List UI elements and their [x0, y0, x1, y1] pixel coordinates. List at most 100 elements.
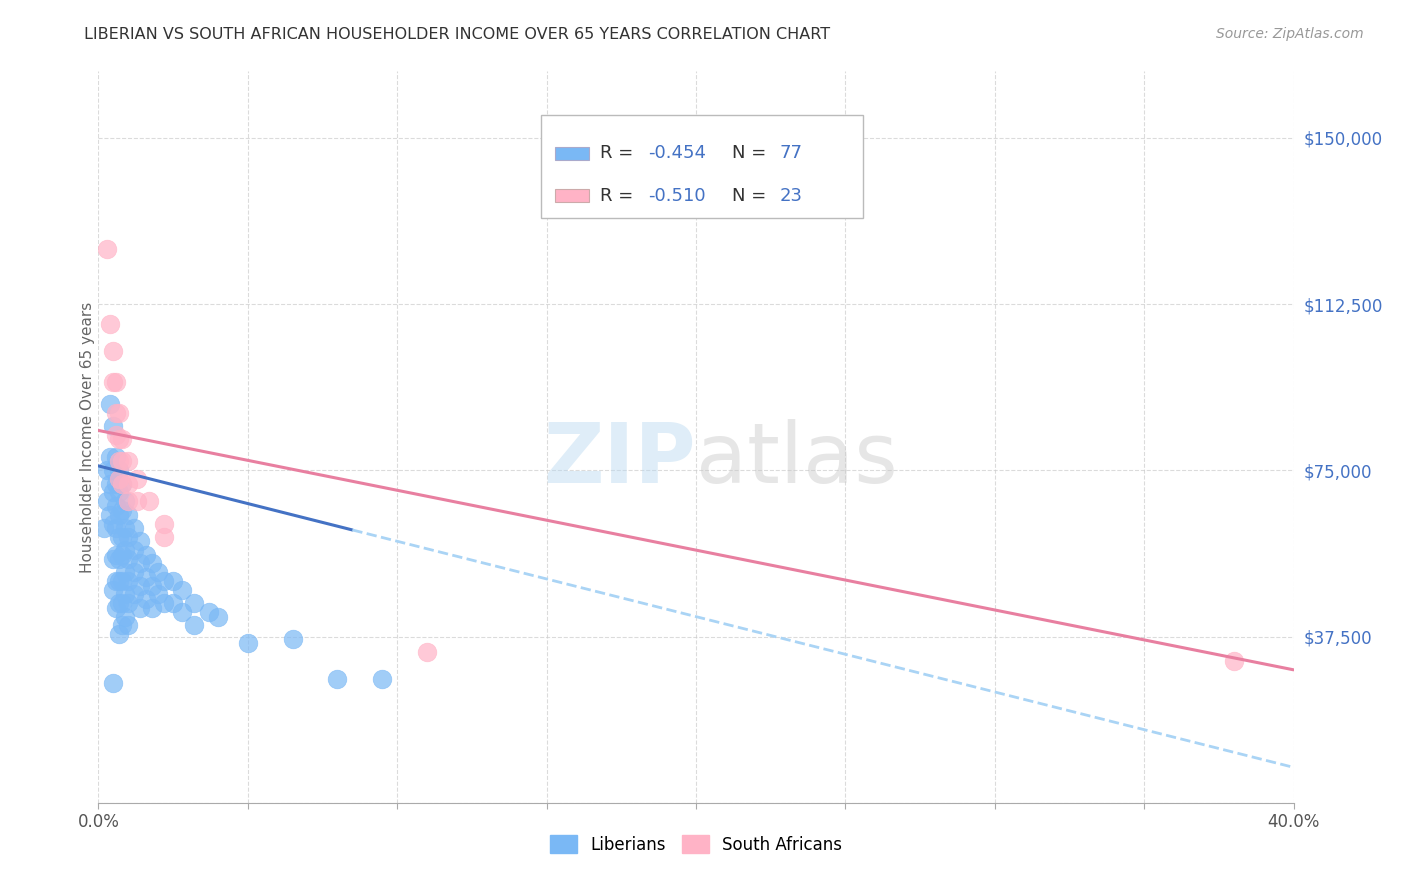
- Point: [117, 596, 139, 610]
- Point: [111, 432, 134, 446]
- Point: [153, 530, 176, 544]
- Point: [162, 596, 184, 610]
- Text: R =: R =: [600, 145, 640, 162]
- Point: [105, 600, 128, 615]
- Point: [172, 605, 194, 619]
- Point: [93, 521, 115, 535]
- Text: N =: N =: [733, 145, 772, 162]
- Point: [108, 454, 131, 468]
- Point: [105, 548, 128, 562]
- Text: R =: R =: [600, 186, 640, 204]
- Point: [236, 636, 259, 650]
- Point: [105, 428, 128, 442]
- Point: [105, 521, 128, 535]
- Point: [127, 494, 149, 508]
- Point: [117, 508, 139, 522]
- Legend: Liberians, South Africans: Liberians, South Africans: [543, 829, 849, 860]
- Point: [117, 618, 139, 632]
- Point: [96, 494, 118, 508]
- Bar: [541, 115, 863, 218]
- Point: [117, 530, 139, 544]
- Point: [108, 463, 131, 477]
- Text: N =: N =: [733, 186, 772, 204]
- Point: [114, 566, 136, 580]
- Bar: [555, 146, 589, 160]
- Point: [129, 534, 152, 549]
- Point: [111, 548, 134, 562]
- Point: [153, 516, 176, 531]
- Point: [111, 530, 134, 544]
- Text: -0.510: -0.510: [648, 186, 706, 204]
- Point: [114, 587, 136, 601]
- Point: [111, 454, 134, 468]
- Text: LIBERIAN VS SOUTH AFRICAN HOUSEHOLDER INCOME OVER 65 YEARS CORRELATION CHART: LIBERIAN VS SOUTH AFRICAN HOUSEHOLDER IN…: [84, 27, 831, 42]
- Text: -0.454: -0.454: [648, 145, 706, 162]
- Point: [326, 672, 349, 686]
- Point: [103, 463, 125, 477]
- Point: [114, 521, 136, 535]
- Point: [98, 508, 122, 522]
- Point: [103, 419, 125, 434]
- Point: [111, 476, 134, 491]
- Point: [114, 609, 136, 624]
- Point: [108, 406, 131, 420]
- Point: [141, 578, 163, 592]
- Point: [108, 627, 131, 641]
- Point: [124, 587, 146, 601]
- Point: [103, 485, 125, 500]
- Point: [105, 450, 128, 464]
- Point: [172, 582, 194, 597]
- Point: [98, 476, 122, 491]
- Point: [98, 450, 122, 464]
- Point: [117, 494, 139, 508]
- Point: [153, 596, 176, 610]
- Point: [111, 596, 134, 610]
- Point: [129, 557, 152, 571]
- Point: [103, 582, 125, 597]
- Bar: [555, 189, 589, 202]
- Point: [141, 600, 163, 615]
- Point: [105, 476, 128, 491]
- Point: [105, 406, 128, 420]
- Point: [105, 499, 128, 513]
- Point: [1223, 654, 1246, 668]
- Point: [135, 591, 157, 606]
- Point: [108, 574, 131, 589]
- Point: [98, 397, 122, 411]
- Point: [103, 375, 125, 389]
- Y-axis label: Householder Income Over 65 years: Householder Income Over 65 years: [80, 301, 94, 573]
- Point: [183, 618, 205, 632]
- Point: [117, 552, 139, 566]
- Point: [108, 596, 131, 610]
- Point: [124, 543, 146, 558]
- Point: [207, 609, 229, 624]
- Text: 23: 23: [780, 186, 803, 204]
- Point: [162, 574, 184, 589]
- Point: [281, 632, 304, 646]
- Point: [111, 476, 134, 491]
- Point: [138, 494, 160, 508]
- Point: [153, 574, 176, 589]
- Point: [103, 516, 125, 531]
- Point: [117, 454, 139, 468]
- Point: [114, 543, 136, 558]
- Point: [96, 463, 118, 477]
- Point: [108, 530, 131, 544]
- Point: [129, 600, 152, 615]
- Point: [141, 557, 163, 571]
- Point: [108, 485, 131, 500]
- Point: [117, 476, 139, 491]
- Point: [371, 672, 394, 686]
- Point: [111, 618, 134, 632]
- Point: [148, 566, 170, 580]
- Point: [103, 552, 125, 566]
- Point: [108, 508, 131, 522]
- Point: [103, 676, 125, 690]
- Point: [111, 574, 134, 589]
- Text: 77: 77: [780, 145, 803, 162]
- Point: [105, 375, 128, 389]
- Point: [108, 432, 131, 446]
- Point: [135, 548, 157, 562]
- Point: [124, 566, 146, 580]
- Point: [198, 605, 221, 619]
